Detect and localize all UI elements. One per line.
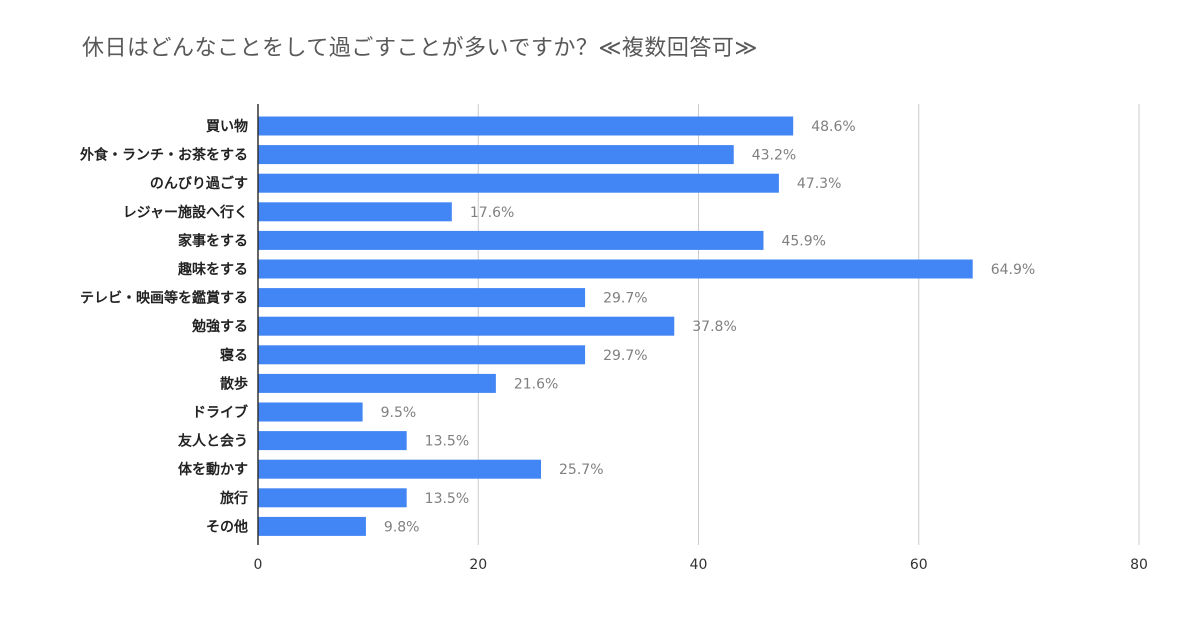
category-label-10: ドライブ: [192, 404, 248, 421]
value-label-12: 25.7%: [559, 462, 603, 478]
x-tick-label-2: 40: [690, 557, 708, 573]
value-label-4: 45.9%: [781, 233, 825, 249]
bar-2: [258, 173, 779, 193]
category-label-2: のんびり過ごす: [150, 175, 248, 192]
value-label-2: 47.3%: [797, 176, 841, 192]
category-label-4: 家事をする: [178, 232, 248, 249]
category-label-8: 寝る: [220, 347, 248, 364]
category-label-5: 趣味をする: [177, 261, 248, 278]
category-label-0: 買い物: [206, 118, 248, 135]
value-label-6: 29.7%: [603, 291, 647, 307]
bar-5: [258, 259, 973, 279]
x-tick-label-1: 20: [469, 557, 487, 573]
bar-6: [258, 288, 586, 308]
value-label-5: 64.9%: [991, 262, 1035, 278]
x-tick-label-3: 60: [910, 557, 928, 573]
category-label-7: 勉強する: [191, 318, 248, 335]
value-label-9: 21.6%: [514, 376, 558, 392]
bar-0: [258, 116, 794, 136]
value-label-3: 17.6%: [470, 205, 514, 221]
value-label-7: 37.8%: [692, 319, 736, 335]
bar-8: [258, 345, 586, 365]
value-label-11: 13.5%: [425, 434, 469, 450]
category-label-1: 外食・ランチ・お茶をする: [80, 147, 248, 164]
bar-9: [258, 373, 496, 393]
category-label-14: その他: [206, 518, 248, 535]
category-label-13: 旅行: [220, 490, 248, 507]
x-tick-label-4: 80: [1130, 557, 1148, 573]
bar-14: [258, 516, 366, 536]
bar-11: [258, 431, 407, 451]
bar-10: [258, 402, 363, 422]
value-label-14: 9.8%: [384, 519, 420, 535]
bar-1: [258, 145, 734, 165]
category-label-12: 体を動かす: [178, 461, 248, 478]
bar-3: [258, 202, 452, 222]
bar-7: [258, 316, 675, 336]
bar-4: [258, 230, 764, 250]
category-label-9: 散歩: [220, 375, 248, 392]
chart-title: 休日はどんなことをして過ごすことが多いですか？≪複数回答可≫: [82, 36, 758, 61]
value-label-13: 13.5%: [425, 491, 469, 507]
bar-12: [258, 459, 542, 479]
x-tick-label-0: 0: [254, 557, 263, 573]
value-label-1: 43.2%: [752, 148, 796, 164]
value-label-10: 9.5%: [381, 405, 417, 421]
category-label-6: テレビ・映画等を鑑賞する: [80, 290, 248, 307]
bar-13: [258, 488, 407, 508]
value-label-8: 29.7%: [603, 348, 647, 364]
category-label-3: レジャー施設へ行く: [123, 204, 248, 221]
category-label-11: 友人と会う: [178, 433, 248, 450]
value-label-0: 48.6%: [811, 119, 855, 135]
